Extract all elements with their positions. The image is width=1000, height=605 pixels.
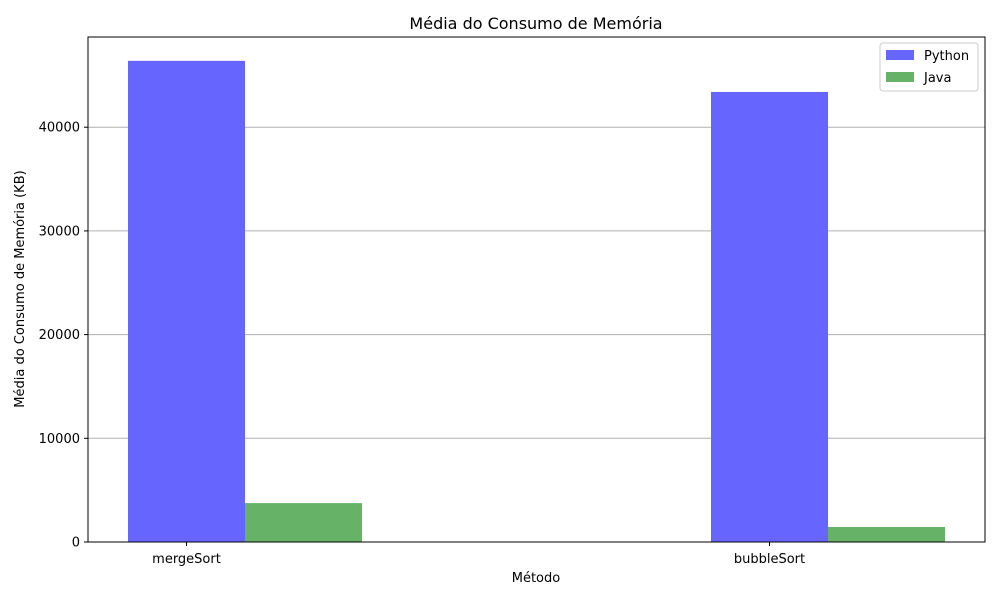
legend-swatch-python	[886, 50, 914, 60]
bar-java-mergeSort	[245, 503, 362, 542]
legend: Python Java	[879, 42, 979, 92]
plot-frame	[87, 36, 986, 543]
bar-python-mergeSort	[128, 60, 245, 543]
chart-title: Média do Consumo de Memória	[409, 14, 662, 33]
y-tick-label: 0	[72, 536, 80, 551]
axes	[87, 36, 986, 543]
legend-swatch-java	[886, 72, 914, 82]
y-tick-label: 40000	[39, 121, 80, 136]
legend-label-python: Python	[924, 49, 969, 64]
y-axis-label: Média do Consumo de Memória (KB)	[13, 170, 28, 407]
bars	[128, 60, 945, 543]
legend-label-java: Java	[923, 71, 951, 86]
x-axis-label: Método	[512, 571, 561, 586]
y-tick-label: 20000	[39, 328, 80, 343]
y-tick-label: 10000	[39, 432, 80, 447]
x-tick-label-mergeSort: mergeSort	[152, 552, 221, 567]
tick-labels: 0 10000 20000 30000 40000 mergeSort bubbleSort	[39, 121, 805, 567]
bar-java-bubbleSort	[828, 526, 945, 542]
x-tick-label-bubbleSort: bubbleSort	[734, 552, 805, 567]
y-tick-label: 30000	[39, 224, 80, 239]
bar-python-bubbleSort	[711, 91, 828, 543]
